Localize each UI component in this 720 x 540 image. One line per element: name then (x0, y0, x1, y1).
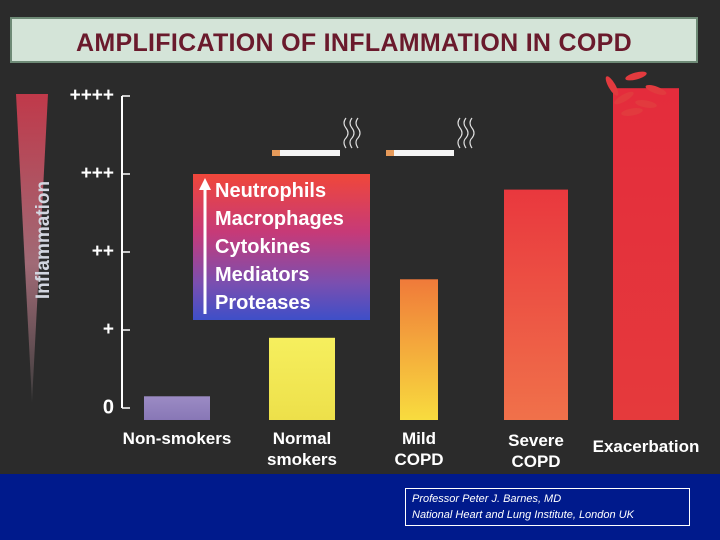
y-tick-label: 0 (102, 396, 114, 419)
mediator-item: Cytokines (215, 236, 311, 258)
y-tick-label: +++ (80, 163, 114, 184)
y-tick-label: + (102, 319, 114, 340)
mediator-item: Neutrophils (215, 180, 327, 202)
up-arrow-icon (199, 178, 211, 314)
cigarette-icon (386, 117, 475, 156)
x-tick-label: Severe COPD (508, 431, 564, 471)
bar (400, 279, 438, 420)
x-tick-label: Mild COPD (394, 429, 444, 469)
bar (504, 189, 568, 420)
mediator-item: Mediators (215, 264, 310, 286)
y-tick-label: ++++ (69, 85, 114, 106)
microbe-icon (635, 100, 657, 108)
y-tick-label: ++ (91, 241, 114, 262)
microbe-icon (621, 108, 643, 116)
footer-bar (0, 474, 720, 540)
microbe-icon (614, 91, 634, 105)
microbe-icon (645, 85, 667, 95)
bar (144, 396, 210, 420)
credit-box: Professor Peter J. Barnes, MD National H… (405, 488, 690, 526)
cigarette-icon (272, 117, 361, 156)
microbe-icon (605, 76, 619, 96)
mediator-item: Macrophages (215, 208, 344, 230)
mediator-item: Proteases (215, 292, 311, 314)
bar (613, 88, 679, 420)
slide-title: AMPLIFICATION OF INFLAMMATION IN COPD (76, 29, 632, 57)
slide: AMPLIFICATION OF INFLAMMATION IN COPD In… (10, 17, 698, 420)
credit-author: Professor Peter J. Barnes, MD (412, 493, 562, 505)
x-tick-label: Non-smokers (122, 429, 232, 448)
x-tick-label: Normal smokers (267, 429, 337, 469)
mediator-box: Neutrophils Macrophages Cytokines Mediat… (193, 174, 370, 320)
x-tick-label: Exacerbation (592, 437, 700, 456)
microbe-icon (625, 71, 647, 81)
inflammation-wedge-icon (16, 94, 48, 402)
bar (269, 337, 335, 420)
chart (121, 71, 679, 420)
title-banner: AMPLIFICATION OF INFLAMMATION IN COPD (10, 17, 698, 63)
credit-institution: National Heart and Lung Institute, Londo… (412, 509, 634, 521)
